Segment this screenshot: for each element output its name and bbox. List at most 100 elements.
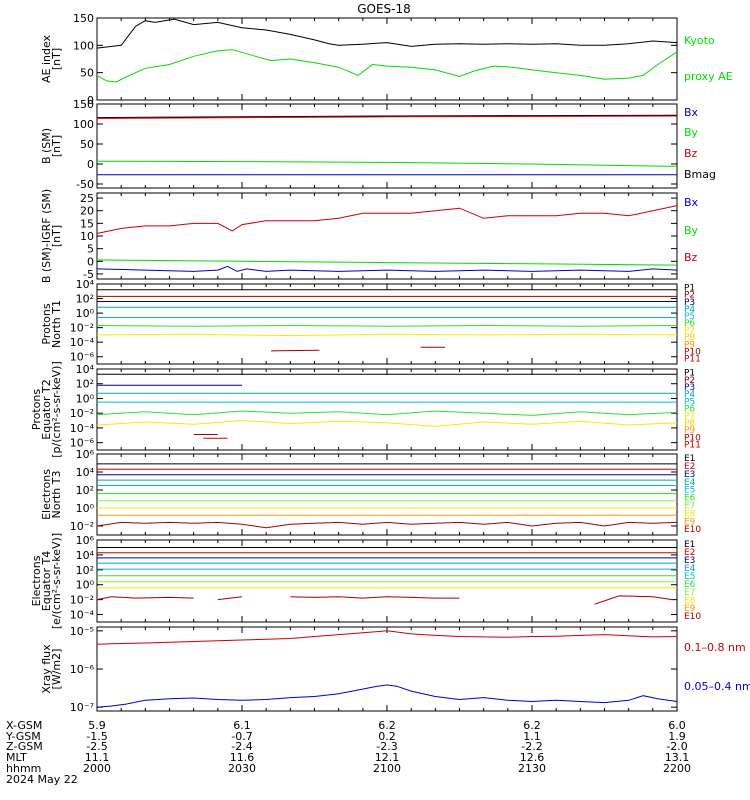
y-tick-label: 10⁻²: [70, 520, 94, 533]
y-tick-label: 0: [87, 158, 94, 171]
series-line: [96, 18, 678, 49]
panel-frame: [96, 368, 678, 451]
y-axis-label: North T1: [50, 300, 63, 348]
legend-entry: E7: [684, 502, 695, 512]
legend-entry: P1: [684, 284, 695, 294]
x-row-label: MLT: [6, 751, 27, 764]
legend-entry: P8: [684, 333, 695, 343]
legend-entry: proxy AE: [684, 70, 733, 83]
y-tick-label: 10²: [76, 564, 94, 577]
series-line: [594, 595, 673, 605]
legend-entry: P7: [684, 326, 695, 336]
legend-entry: By: [684, 126, 699, 139]
panel-ae: 150 100 50 0 AE index[nT] Kyoto proxy AE Themis…: [40, 0, 742, 107]
legend-entry: Bz: [684, 147, 698, 160]
y-tick-label: 10⁻²: [70, 322, 94, 335]
y-axis-label: Protons: [30, 389, 43, 430]
series-line: [96, 419, 678, 427]
y-axis-label: Protons: [40, 303, 53, 344]
series-line: [96, 324, 678, 327]
y-axis-label: [e/(cm²-s-sr-keV)]: [50, 533, 63, 629]
legend-entry: E4: [684, 478, 696, 488]
y-tick-label: 10⁻²: [70, 407, 94, 420]
x-tick-label: 6.0: [668, 719, 686, 732]
y-tick-label: 10⁻⁴: [70, 336, 95, 349]
legend-entry: P2: [684, 376, 695, 386]
legend-entry: P6: [684, 405, 695, 415]
y-tick-label: 100: [73, 39, 94, 52]
x-tick-label: 1.9: [668, 730, 686, 743]
series-line: [96, 630, 678, 645]
legend: Kyoto proxy AE Themis AE: [683, 0, 742, 83]
y-tick-label: 10⁻⁶: [70, 663, 95, 676]
y-axis-label: B (SM)-IGRF (SM): [40, 189, 53, 283]
legend-entry: P9: [684, 426, 695, 436]
legend-entry: E1: [684, 540, 695, 550]
y-tick-label: 10²: [76, 484, 94, 497]
y-tick-label: 150: [73, 12, 94, 25]
legend-entry: By: [684, 224, 699, 237]
legend-entry: Kyoto: [684, 34, 715, 47]
y-tick-label: 10⁰: [76, 307, 95, 320]
y-tick-label: 10⁴: [76, 466, 95, 479]
x-tick-label: 6.1: [233, 719, 251, 732]
y-tick-label: 10⁻⁷: [70, 701, 94, 714]
legend-entry: P10: [684, 347, 701, 357]
series-line: [96, 684, 678, 708]
legend: 0.1–0.8 nm 0.05–0.4 nm: [684, 641, 750, 693]
x-tick-label: 2200: [663, 762, 691, 775]
legend-entry: P8: [684, 419, 695, 429]
x-tick-label: -2.3: [376, 740, 397, 753]
legend-entry: P4: [684, 305, 695, 315]
y-tick-label: 5: [87, 243, 94, 256]
y-axis-label: Xray flux: [40, 644, 53, 694]
x-tick-label: -2.2: [521, 740, 542, 753]
y-axis-label: [nT]: [50, 48, 63, 70]
x-tick-label: 5.9: [88, 719, 106, 732]
series-line: [96, 259, 678, 266]
legend-entry: Bx: [684, 106, 699, 119]
x-tick-label: 11.6: [230, 751, 255, 764]
y-tick-label: 10⁰: [76, 579, 95, 592]
y-tick-label: 50: [80, 138, 94, 151]
y-axis-label: North T3: [50, 471, 63, 519]
legend-entry: Bx: [684, 196, 699, 209]
legend-entry: E9: [684, 604, 696, 614]
y-axis-label: [nT]: [50, 135, 63, 157]
x-tick-label: -0.7: [231, 730, 252, 743]
y-tick-label: -50: [76, 178, 94, 191]
x-tick-label: 1.1: [523, 730, 541, 743]
series-line: [96, 521, 678, 529]
y-tick-label: 10⁴: [76, 363, 95, 376]
legend-entry: P5: [684, 312, 695, 322]
legend-entry: Bmag: [684, 168, 716, 181]
legend-entry: 0.1–0.8 nm: [684, 641, 746, 654]
legend-entry: P10: [684, 433, 701, 443]
y-axis-label: Electrons: [40, 469, 53, 520]
legend-entry: E5: [684, 486, 695, 496]
legend-entry: E10: [684, 525, 701, 535]
y-tick-label: 15: [80, 217, 94, 230]
legend-entry: E7: [684, 588, 695, 598]
y-tick-label: 100: [73, 118, 94, 131]
series-line: [270, 349, 320, 352]
series-line: [96, 333, 678, 337]
x-row-label: X-GSM: [6, 719, 42, 732]
x-tick-label: 2000: [83, 762, 111, 775]
x-tick-label: 6.2: [523, 719, 541, 732]
x-row-label: hhmm: [6, 762, 41, 775]
legend-entry: E2: [684, 462, 695, 472]
legend-entry: P1: [684, 369, 695, 379]
legend-entry: P4: [684, 390, 695, 400]
panel-frame: [96, 192, 678, 280]
series-line: [96, 265, 678, 272]
date-label: 2024 May 22: [6, 773, 78, 786]
y-tick-label: 10²: [76, 293, 94, 306]
